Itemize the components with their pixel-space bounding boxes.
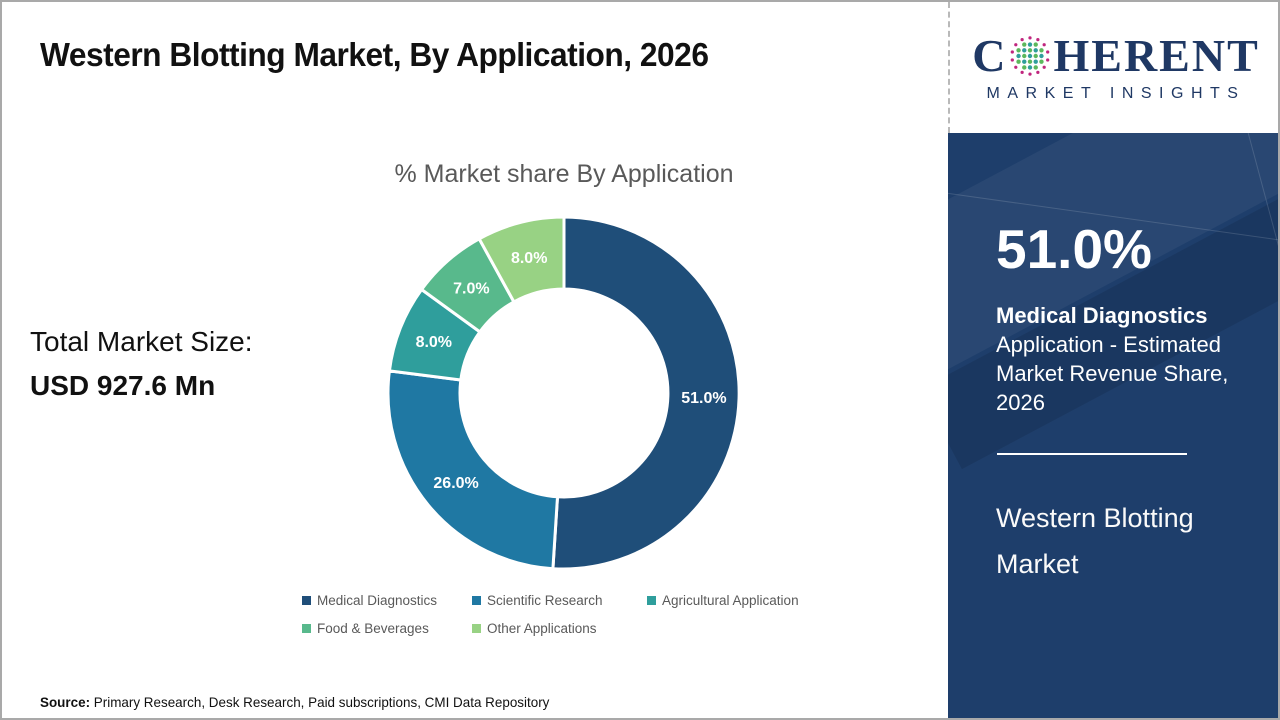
highlight-sidebar: 51.0% Medical Diagnostics Application - … [948, 133, 1278, 718]
brand-logo: C HERENT MARKET INSIGHTS [948, 2, 1278, 133]
source-note: Source: Primary Research, Desk Research,… [40, 694, 549, 710]
chart-legend: Medical Diagnostics Scientific Research Ag… [302, 593, 826, 649]
source-label: Source: [40, 694, 91, 710]
divider-line [997, 453, 1187, 455]
legend-label: Scientific Research [487, 593, 603, 608]
logo-subtitle: MARKET INSIGHTS [986, 84, 1246, 102]
logo-letters-rest: HERENT [1053, 29, 1260, 81]
highlight-stat-description: Medical Diagnostics Application - Estima… [996, 301, 1238, 417]
donut-slice-label: 51.0% [681, 390, 726, 407]
legend-label: Agricultural Application [662, 593, 799, 608]
donut-slice-scientific-research [386, 369, 559, 571]
donut-slice-label: 8.0% [511, 250, 547, 267]
highlight-stat-caption: Application - Estimated Market Revenue S… [996, 332, 1229, 415]
legend-label: Other Applications [487, 621, 597, 636]
total-market-size-value: USD 927.6 Mn [30, 370, 216, 401]
highlight-stat-value: 51.0% [996, 218, 1152, 280]
market-name: Western Blotting Market [996, 503, 1194, 579]
legend-item: Other Applications [472, 621, 647, 636]
total-market-size-label: Total Market Size: [30, 326, 253, 357]
legend-label: Food & Beverages [317, 621, 429, 636]
legend-swatch-icon [472, 596, 481, 605]
source-text: Primary Research, Desk Research, Paid su… [93, 694, 550, 710]
legend-swatch-icon [647, 596, 656, 605]
legend-item: Agricultural Application [647, 593, 799, 608]
legend-swatch-icon [472, 624, 481, 633]
donut-slice-other-applications [477, 215, 566, 304]
logo-letter-c: C [972, 29, 1008, 81]
legend-item: Food & Beverages [302, 621, 472, 636]
chart-area: % Market share By Application 51.0% 26.0%… [194, 160, 934, 649]
map-graticule-line [1237, 133, 1278, 694]
total-market-size-block: Total Market Size: USD 927.6 Mn [30, 326, 253, 402]
legend-swatch-icon [302, 624, 311, 633]
donut-chart: 51.0% 26.0% 8.0% 7.0% 8.0% [386, 215, 741, 571]
donut-slice-label: 7.0% [453, 281, 489, 298]
legend-swatch-icon [302, 596, 311, 605]
chart-title: % Market share By Application [394, 160, 734, 188]
donut-slice-label: 26.0% [433, 475, 478, 492]
globe-dots-icon [1011, 35, 1050, 76]
legend-label: Medical Diagnostics [317, 593, 438, 608]
page-title: Western Blotting Market, By Application,… [40, 36, 709, 73]
donut-slice-label: 8.0% [416, 334, 452, 351]
legend-item: Medical Diagnostics [302, 593, 472, 608]
legend-item: Scientific Research [472, 593, 647, 608]
donut-slice-medical-diagnostics [551, 215, 741, 571]
highlight-segment-name: Medical Diagnostics [996, 303, 1208, 328]
logo-wordmark: C HERENT [972, 29, 1260, 81]
